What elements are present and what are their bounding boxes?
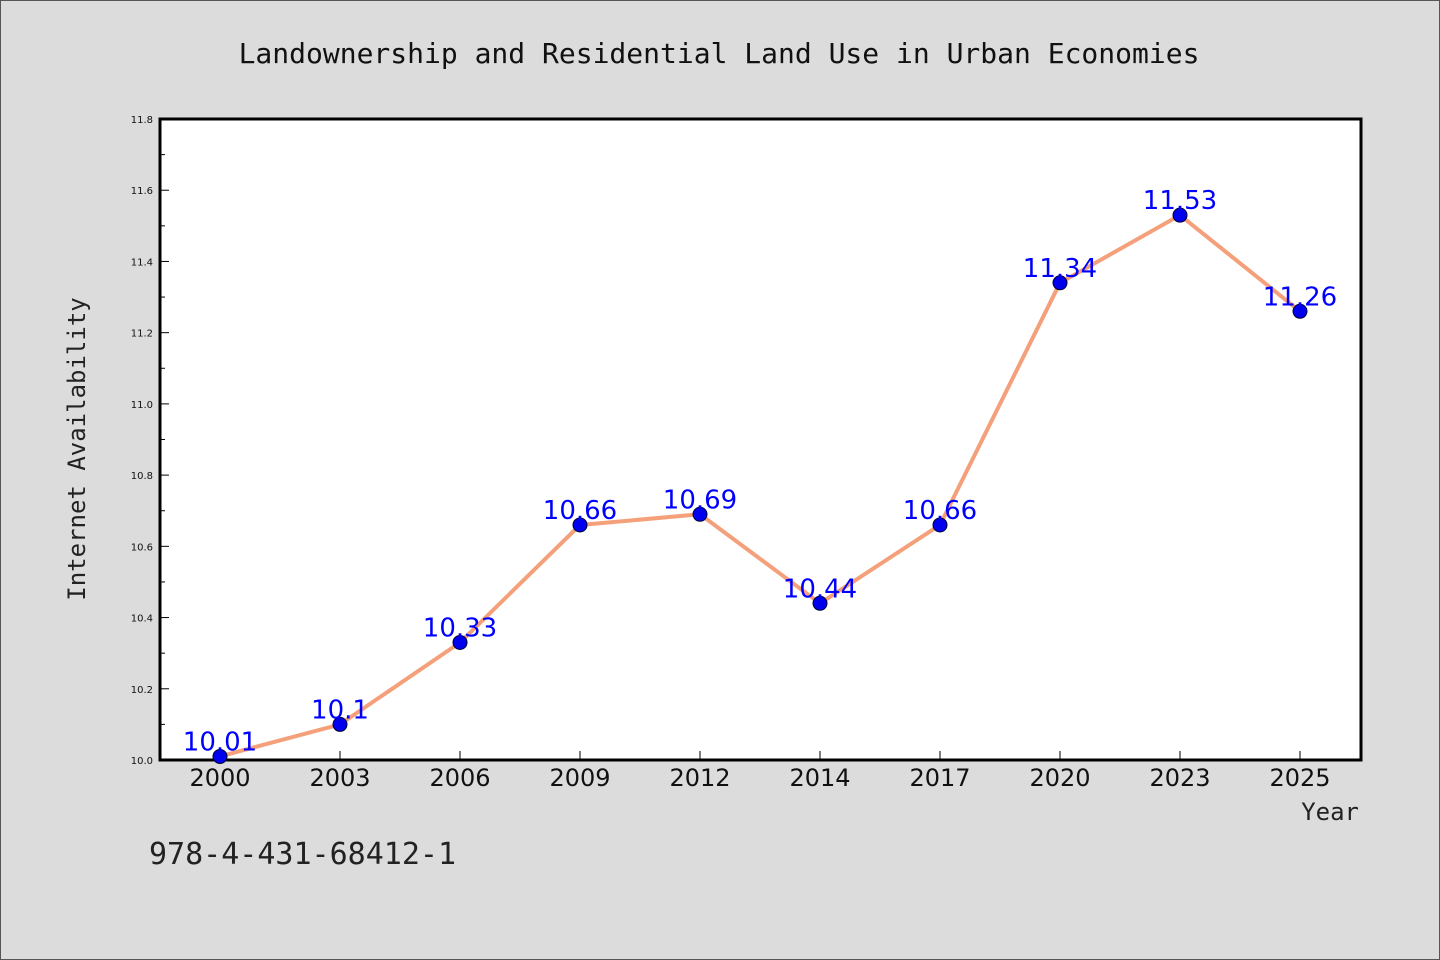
series-line bbox=[218, 213, 1302, 759]
x-tick-label: 2014 bbox=[789, 764, 850, 792]
y-tick-label: 11.6 bbox=[131, 186, 153, 197]
y-axis: 10.0 10.2 10.4 10.6 10.8 11.0 11.2 11.4 11.6 11.8 bbox=[131, 115, 169, 767]
data-point bbox=[1172, 207, 1188, 223]
x-axis: 2000 2003 2006 2009 2012 2014 2017 2020 2023 2025 bbox=[189, 751, 1331, 792]
y-axis-label: Internet Availability bbox=[63, 297, 91, 600]
x-tick-label: 2009 bbox=[549, 764, 610, 792]
y-tick-label: 10.8 bbox=[131, 471, 153, 482]
data-point bbox=[692, 506, 708, 522]
y-tick-label: 10.0 bbox=[131, 756, 153, 767]
data-label: 10.01 bbox=[183, 727, 257, 757]
x-axis-label: Year bbox=[1301, 798, 1359, 826]
x-tick-label: 2006 bbox=[429, 764, 490, 792]
data-point bbox=[812, 595, 828, 611]
y-tick-label: 11.0 bbox=[131, 400, 153, 411]
data-label: 10.66 bbox=[543, 496, 617, 526]
x-tick-label: 2017 bbox=[909, 764, 970, 792]
x-tick-label: 2023 bbox=[1149, 764, 1210, 792]
data-point bbox=[332, 716, 348, 732]
data-label: 10.44 bbox=[783, 574, 857, 604]
x-tick-label: 2020 bbox=[1029, 764, 1090, 792]
chart-title: Landownership and Residential Land Use i… bbox=[239, 37, 1200, 70]
data-label: 10.33 bbox=[423, 613, 497, 643]
data-label: 11.26 bbox=[1263, 282, 1337, 312]
y-tick-label: 10.6 bbox=[131, 542, 153, 553]
y-tick-label: 10.4 bbox=[131, 614, 153, 625]
x-tick-label: 2012 bbox=[669, 764, 730, 792]
data-label: 10.69 bbox=[663, 485, 737, 515]
data-label: 11.34 bbox=[1023, 254, 1097, 284]
data-point bbox=[572, 517, 588, 533]
data-label: 11.53 bbox=[1143, 186, 1217, 216]
x-tick-label: 2025 bbox=[1269, 764, 1330, 792]
y-tick-label: 11.4 bbox=[131, 257, 153, 268]
data-labels: 10.01 10.1 10.33 10.66 10.69 10.44 10.66 11.34 1… bbox=[183, 186, 1337, 757]
data-point bbox=[1292, 303, 1308, 319]
isbn-footer: 978-4-431-68412-1 bbox=[149, 837, 456, 872]
data-label: 10.66 bbox=[903, 496, 977, 526]
data-point bbox=[932, 517, 948, 533]
data-point bbox=[1052, 275, 1068, 291]
series-line-group bbox=[218, 213, 1302, 759]
y-tick-label: 11.8 bbox=[131, 115, 153, 126]
data-point bbox=[212, 748, 228, 764]
y-tick-label: 11.2 bbox=[131, 329, 153, 340]
x-tick-label: 2003 bbox=[309, 764, 370, 792]
data-label: 10.1 bbox=[311, 695, 369, 725]
x-tick-label: 2000 bbox=[189, 764, 250, 792]
data-markers bbox=[212, 207, 1308, 764]
y-tick-label: 10.2 bbox=[131, 685, 153, 696]
data-point bbox=[452, 634, 468, 650]
